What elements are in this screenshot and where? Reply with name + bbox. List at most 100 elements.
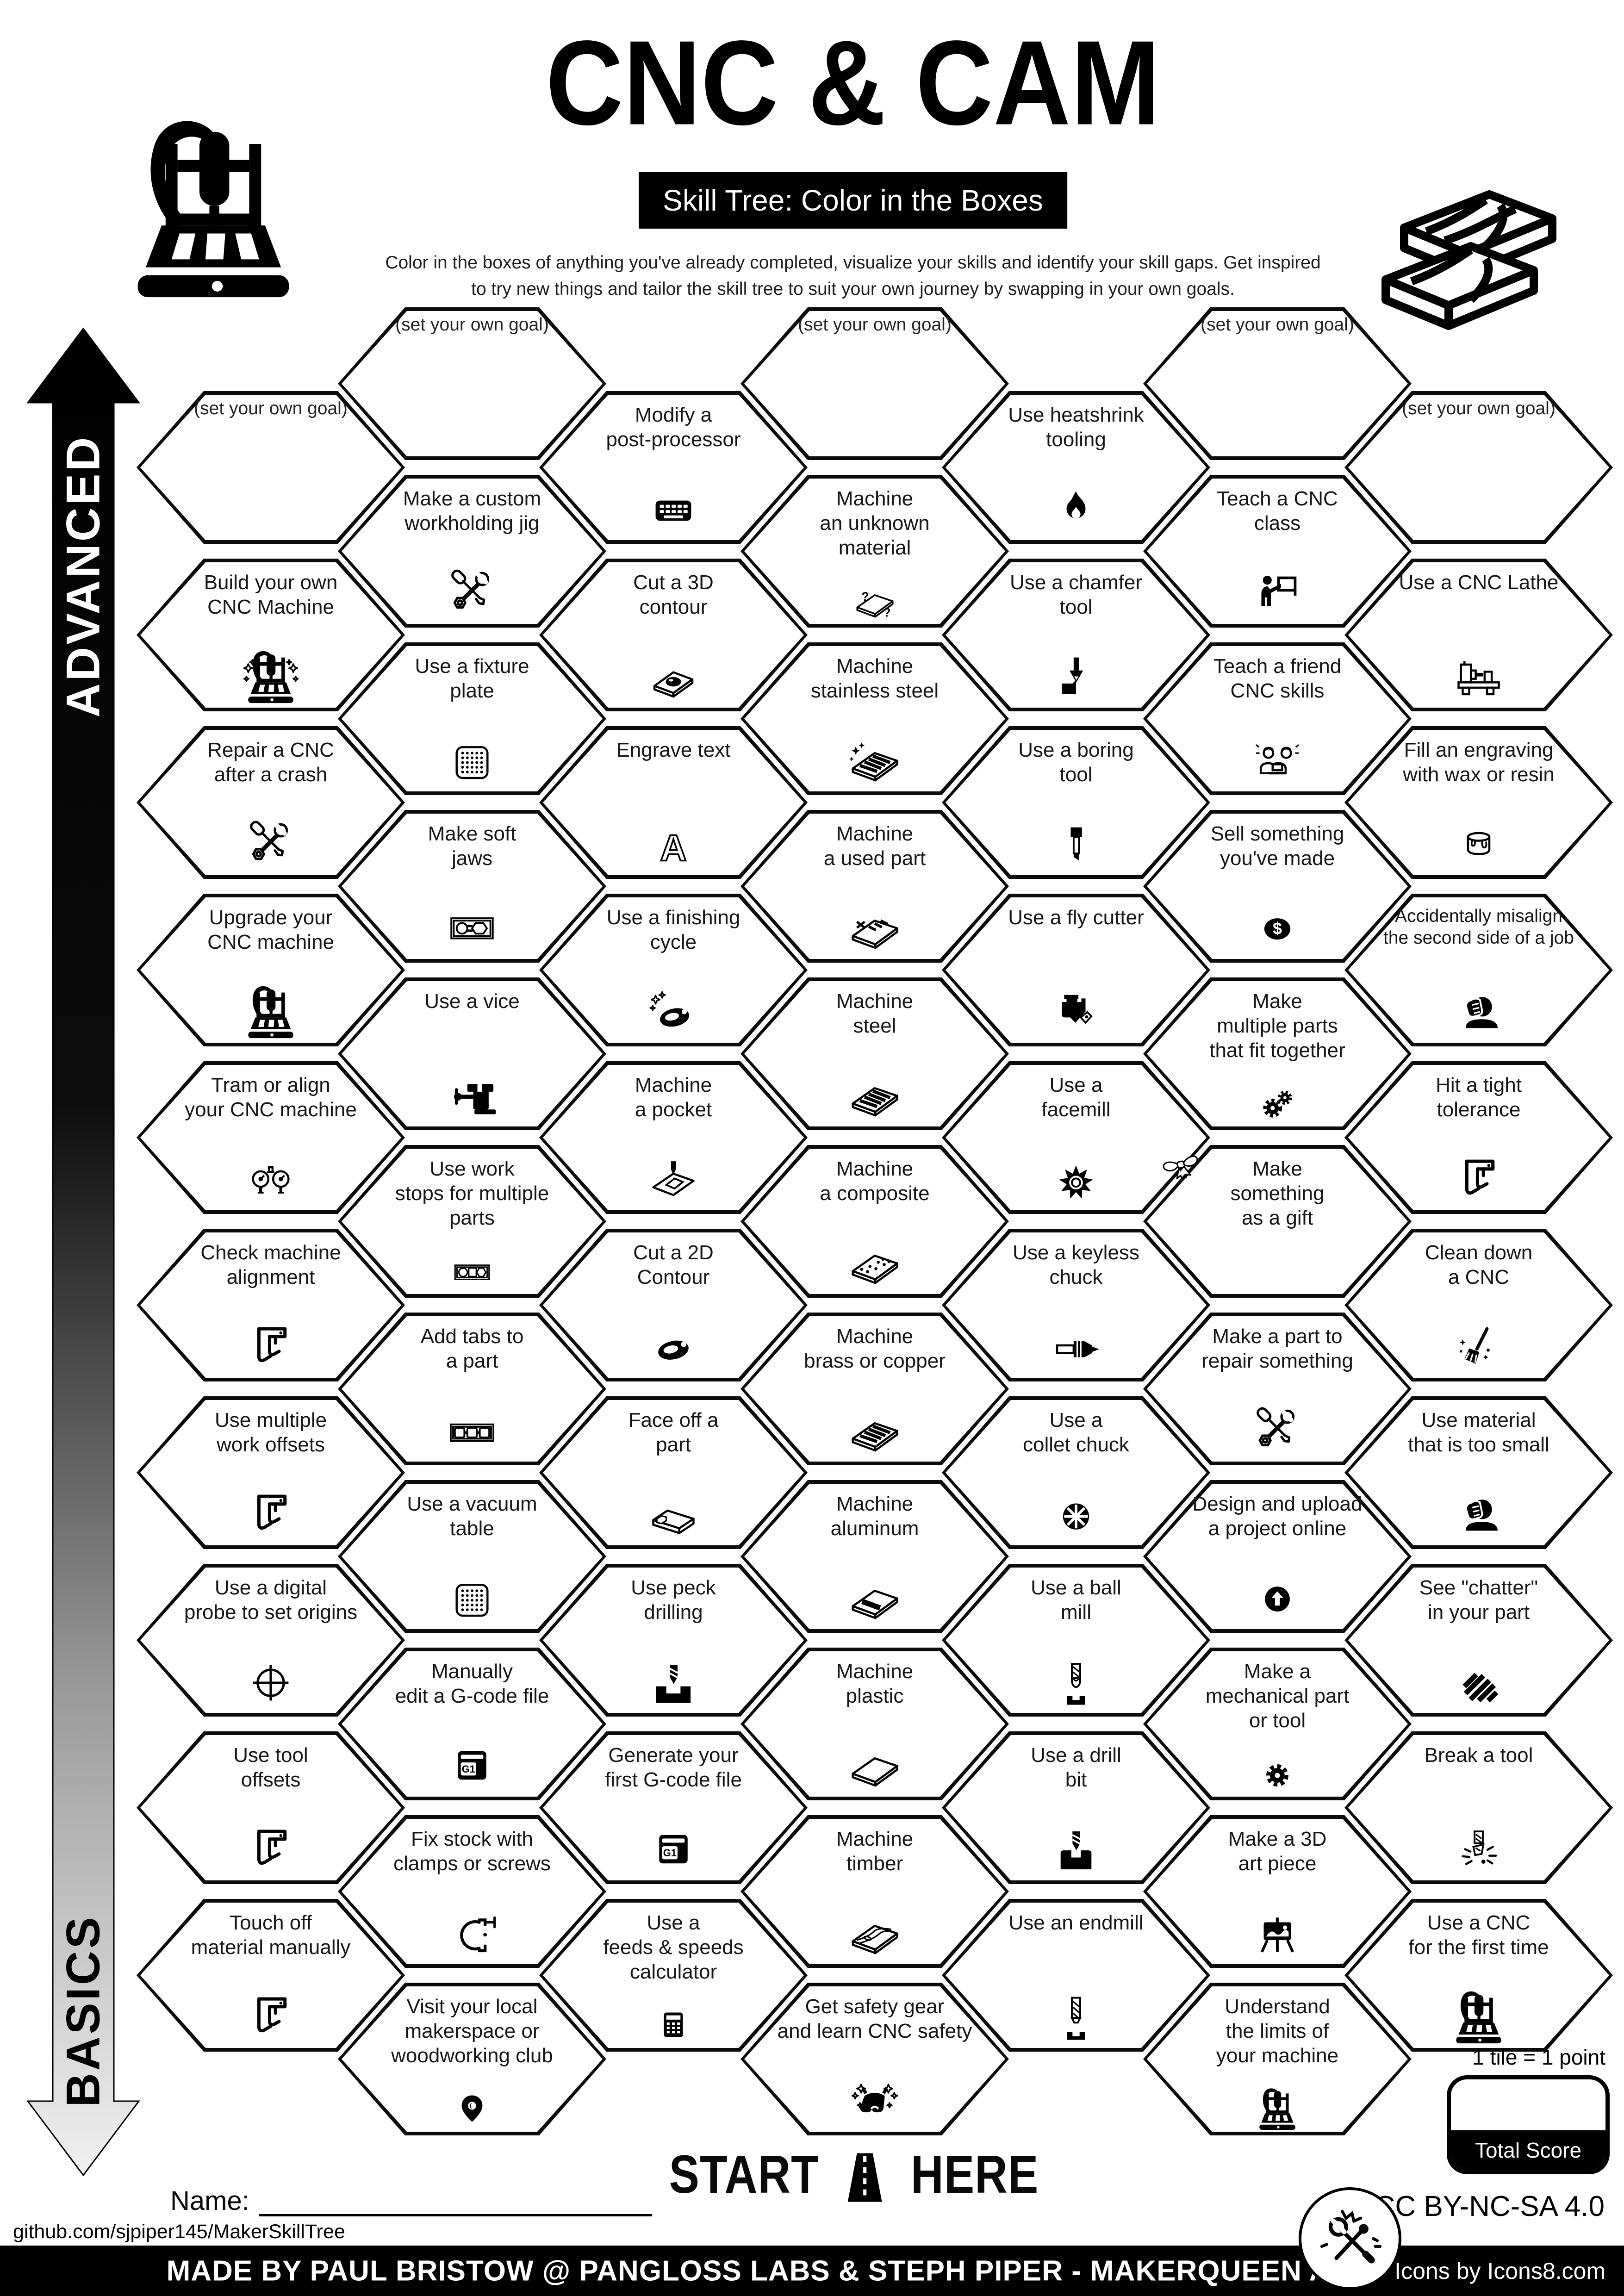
svg-text:A: A xyxy=(660,827,686,868)
hex-tile-machine-stainless-steel[interactable]: Machine stainless steel xyxy=(740,642,1009,795)
hex-tile-set-your-own-goal[interactable]: (set your own goal) xyxy=(137,391,405,544)
hex-tile-break-a-tool[interactable]: Break a tool xyxy=(1344,1731,1613,1884)
hex-tile-see-chatter-in-your-part[interactable]: See "chatter" in your part xyxy=(1344,1564,1613,1717)
hex-tile-set-your-own-goal[interactable]: (set your own goal) xyxy=(1143,307,1412,460)
hex-tile-build-your-own-cnc-machine[interactable]: Build your own CNC Machine xyxy=(137,559,405,711)
hex-tile-use-a-vacuum-table[interactable]: Use a vacuum table xyxy=(338,1480,606,1633)
hex-tile-use-tool-offsets[interactable]: Use tool offsets xyxy=(137,1731,405,1884)
work-stops-icon xyxy=(448,1246,496,1294)
hex-tile-machine-an-unknown-material[interactable]: Machine an unknown material?? xyxy=(740,475,1009,628)
hex-tile-machine-a-pocket[interactable]: Machine a pocket xyxy=(539,1061,808,1214)
teacher-icon xyxy=(1248,562,1307,621)
hex-tile-use-a-fixture-plate[interactable]: Use a fixture plate xyxy=(338,642,606,795)
hex-tile-touch-off-material-manually[interactable]: Touch off material manually xyxy=(137,1899,405,2052)
hex-tile-fill-an-engraving-with-wax-or-resin[interactable]: Fill an engraving with wax or resin xyxy=(1344,726,1613,879)
gcode-file-icon: G1 xyxy=(442,1735,502,1794)
hex-tile-machine-brass-or-copper[interactable]: Machine brass or copper xyxy=(740,1313,1009,1465)
hex-tile-tram-or-align-your-cnc-machine[interactable]: Tram or align your CNC machine xyxy=(137,1061,405,1214)
hex-tile-make-a-part-to-repair-something[interactable]: Make a part to repair something xyxy=(1143,1313,1412,1465)
hex-tile-use-a-digital-probe-to-set-origins[interactable]: Use a digital probe to set origins xyxy=(137,1564,405,1717)
hex-label: Use a fly cutter xyxy=(1008,906,1144,929)
ball-mill-icon xyxy=(1046,1651,1106,1710)
hex-tile-use-a-chamfer-tool[interactable]: Use a chamfer tool xyxy=(942,559,1210,711)
chatter-icon xyxy=(1449,1651,1508,1710)
gasket-sparkle-icon xyxy=(644,981,703,1040)
hex-label: Sell something you've made xyxy=(1210,822,1344,870)
hex-tile-machine-a-used-part[interactable]: Machine a used part xyxy=(740,810,1009,963)
hex-tile-use-peck-drilling[interactable]: Use peck drilling xyxy=(539,1564,808,1717)
hex-tile-use-a-ball-mill[interactable]: Use a ball mill xyxy=(942,1564,1210,1717)
hex-tile-get-safety-gear-and-learn-cnc-safety[interactable]: Get safety gear and learn CNC safety xyxy=(740,1983,1009,2135)
caliper-icon xyxy=(241,1316,300,1375)
hex-tile-upgrade-your-cnc-machine[interactable]: Upgrade your CNC machine xyxy=(137,894,405,1046)
hex-tile-use-a-keyless-chuck[interactable]: Use a keyless chuck xyxy=(942,1229,1210,1381)
hex-tile-hit-a-tight-tolerance[interactable]: Hit a tight tolerance xyxy=(1344,1061,1613,1214)
hex-tile-make-a-custom-workholding-jig[interactable]: Make a custom workholding jig xyxy=(338,475,606,628)
hex-label: Visit your local makerspace or woodworki… xyxy=(391,1995,553,2067)
hex-tile-use-material-that-is-too-small[interactable]: Use material that is too small xyxy=(1344,1396,1613,1549)
hex-label: Tram or align your CNC machine xyxy=(185,1074,357,1121)
slab-band-icon xyxy=(845,1567,904,1626)
hex-tile-generate-your-first-g-code-file[interactable]: Generate your first G-code file G1 xyxy=(539,1731,808,1884)
hex-tile-machine-plastic[interactable]: Machine plastic xyxy=(740,1648,1009,1800)
hex-tile-make-a-mechanical-part-or-tool[interactable]: Make a mechanical part or tool xyxy=(1143,1648,1412,1800)
hex-tile-machine-aluminum[interactable]: Machine aluminum xyxy=(740,1480,1009,1633)
hex-label: Use heatshrink tooling xyxy=(1008,404,1144,451)
hex-label: Machine a composite xyxy=(820,1157,930,1205)
hex-tile-use-a-feeds-speeds-calculator[interactable]: Use a feeds & speeds calculator xyxy=(539,1899,808,2052)
hex-tile-use-a-cnc-lathe[interactable]: Use a CNC Lathe xyxy=(1344,559,1613,711)
hex-tile-face-off-a-part[interactable]: Face off a part xyxy=(539,1396,808,1549)
hex-tile-use-a-vice[interactable]: Use a vice xyxy=(338,977,606,1130)
hex-tile-machine-steel[interactable]: Machine steel xyxy=(740,977,1009,1130)
cnc-router-icon xyxy=(114,93,313,315)
hex-tile-use-a-boring-tool[interactable]: Use a boring tool xyxy=(942,726,1210,879)
hex-tile-use-a-collet-chuck[interactable]: Use a collet chuck xyxy=(942,1396,1210,1549)
hex-face xyxy=(1348,562,1609,708)
hex-tile-cut-a-3d-contour[interactable]: Cut a 3D contour xyxy=(539,559,808,711)
paint-bucket-icon xyxy=(1449,813,1508,872)
hex-tile-modify-a-post-processor[interactable]: Modify a post-processor xyxy=(539,391,808,544)
hex-tile-use-a-finishing-cycle[interactable]: Use a finishing cycle xyxy=(539,894,808,1046)
hex-tile-set-your-own-goal[interactable]: (set your own goal) xyxy=(1344,391,1613,544)
hex-tile-use-a-cnc-for-the-first-time[interactable]: Use a CNC for the first time xyxy=(1344,1899,1613,2052)
hex-tile-make-multiple-parts-that-fit-together[interactable]: Make multiple parts that fit together xyxy=(1143,977,1412,1130)
hex-tile-cut-a-2d-contour[interactable]: Cut a 2D Contour xyxy=(539,1229,808,1381)
hex-tile-use-a-fly-cutter[interactable]: Use a fly cutter xyxy=(942,894,1210,1046)
hex-tile-machine-timber[interactable]: Machine timber xyxy=(740,1815,1009,1968)
hex-tile-use-a-facemill[interactable]: Use a facemill xyxy=(942,1061,1210,1214)
hex-tile-use-heatshrink-tooling[interactable]: Use heatshrink tooling xyxy=(942,391,1210,544)
hex-tile-make-soft-jaws[interactable]: Make soft jaws xyxy=(338,810,606,963)
hex-label: Use multiple work offsets xyxy=(214,1409,327,1456)
hex-tile-make-a-3d-art-piece[interactable]: Make a 3D art piece xyxy=(1143,1815,1412,1968)
hex-tile-set-your-own-goal[interactable]: (set your own goal) xyxy=(338,307,606,460)
caliper-icon xyxy=(1449,1148,1508,1207)
hex-tile-visit-your-local-makerspace-or-woodworking-c[interactable]: Visit your local makerspace or woodworki… xyxy=(338,1983,606,2135)
hex-tile-understand-the-limits-of-your-machine[interactable]: Understand the limits of your machine xyxy=(1143,1983,1412,2135)
soft-jaws-icon xyxy=(442,897,502,956)
hex-label: Repair a CNC after a crash xyxy=(207,739,334,786)
hex-tile-fix-stock-with-clamps-or-screws[interactable]: Fix stock with clamps or screws xyxy=(338,1815,606,1968)
hex-tile-clean-down-a-cnc[interactable]: Clean down a CNC xyxy=(1344,1229,1613,1381)
hex-tile-check-machine-alignment[interactable]: Check machine alignment xyxy=(137,1229,405,1381)
hex-tile-use-multiple-work-offsets[interactable]: Use multiple work offsets xyxy=(137,1396,405,1549)
hex-tile-accidentally-misalign-the-second-side-of-a-j[interactable]: Accidentally misalign the second side of… xyxy=(1344,894,1613,1046)
hex-tile-manually-edit-a-g-code-file[interactable]: Manually edit a G-code file G1 xyxy=(338,1648,606,1800)
hex-tile-machine-a-composite[interactable]: Machine a composite xyxy=(740,1145,1009,1298)
cnc-machine-icon xyxy=(241,981,300,1040)
hex-tile-add-tabs-to-a-part[interactable]: Add tabs to a part xyxy=(338,1313,606,1465)
description: Color in the boxes of anything you've al… xyxy=(321,250,1385,302)
hex-tile-sell-something-you-ve-made[interactable]: Sell something you've made $ xyxy=(1143,810,1412,963)
hex-tile-use-a-drill-bit[interactable]: Use a drill bit xyxy=(942,1731,1210,1884)
hex-tile-teach-a-friend-cnc-skills[interactable]: Teach a friend CNC skills xyxy=(1143,642,1412,795)
dollar-coin-icon: $ xyxy=(1248,897,1307,956)
hex-tile-set-your-own-goal[interactable]: (set your own goal) xyxy=(740,307,1009,460)
hex-tile-teach-a-cnc-class[interactable]: Teach a CNC class xyxy=(1143,475,1412,628)
location-pin-icon xyxy=(448,2084,496,2131)
endmill-icon-icon xyxy=(1046,1986,1106,2045)
hex-tile-use-an-endmill[interactable]: Use an endmill xyxy=(942,1899,1210,2052)
hex-tile-use-work-stops-for-multiple-parts[interactable]: Use work stops for multiple parts xyxy=(338,1145,606,1298)
hex-tile-design-and-upload-a-project-online[interactable]: Design and upload a project online xyxy=(1143,1480,1412,1633)
hex-tile-make-something-as-a-gift[interactable]: Make something as a gift xyxy=(1143,1145,1412,1298)
hex-tile-repair-a-cnc-after-a-crash[interactable]: Repair a CNC after a crash xyxy=(137,726,405,879)
hex-tile-engrave-text[interactable]: Engrave text A xyxy=(539,726,808,879)
